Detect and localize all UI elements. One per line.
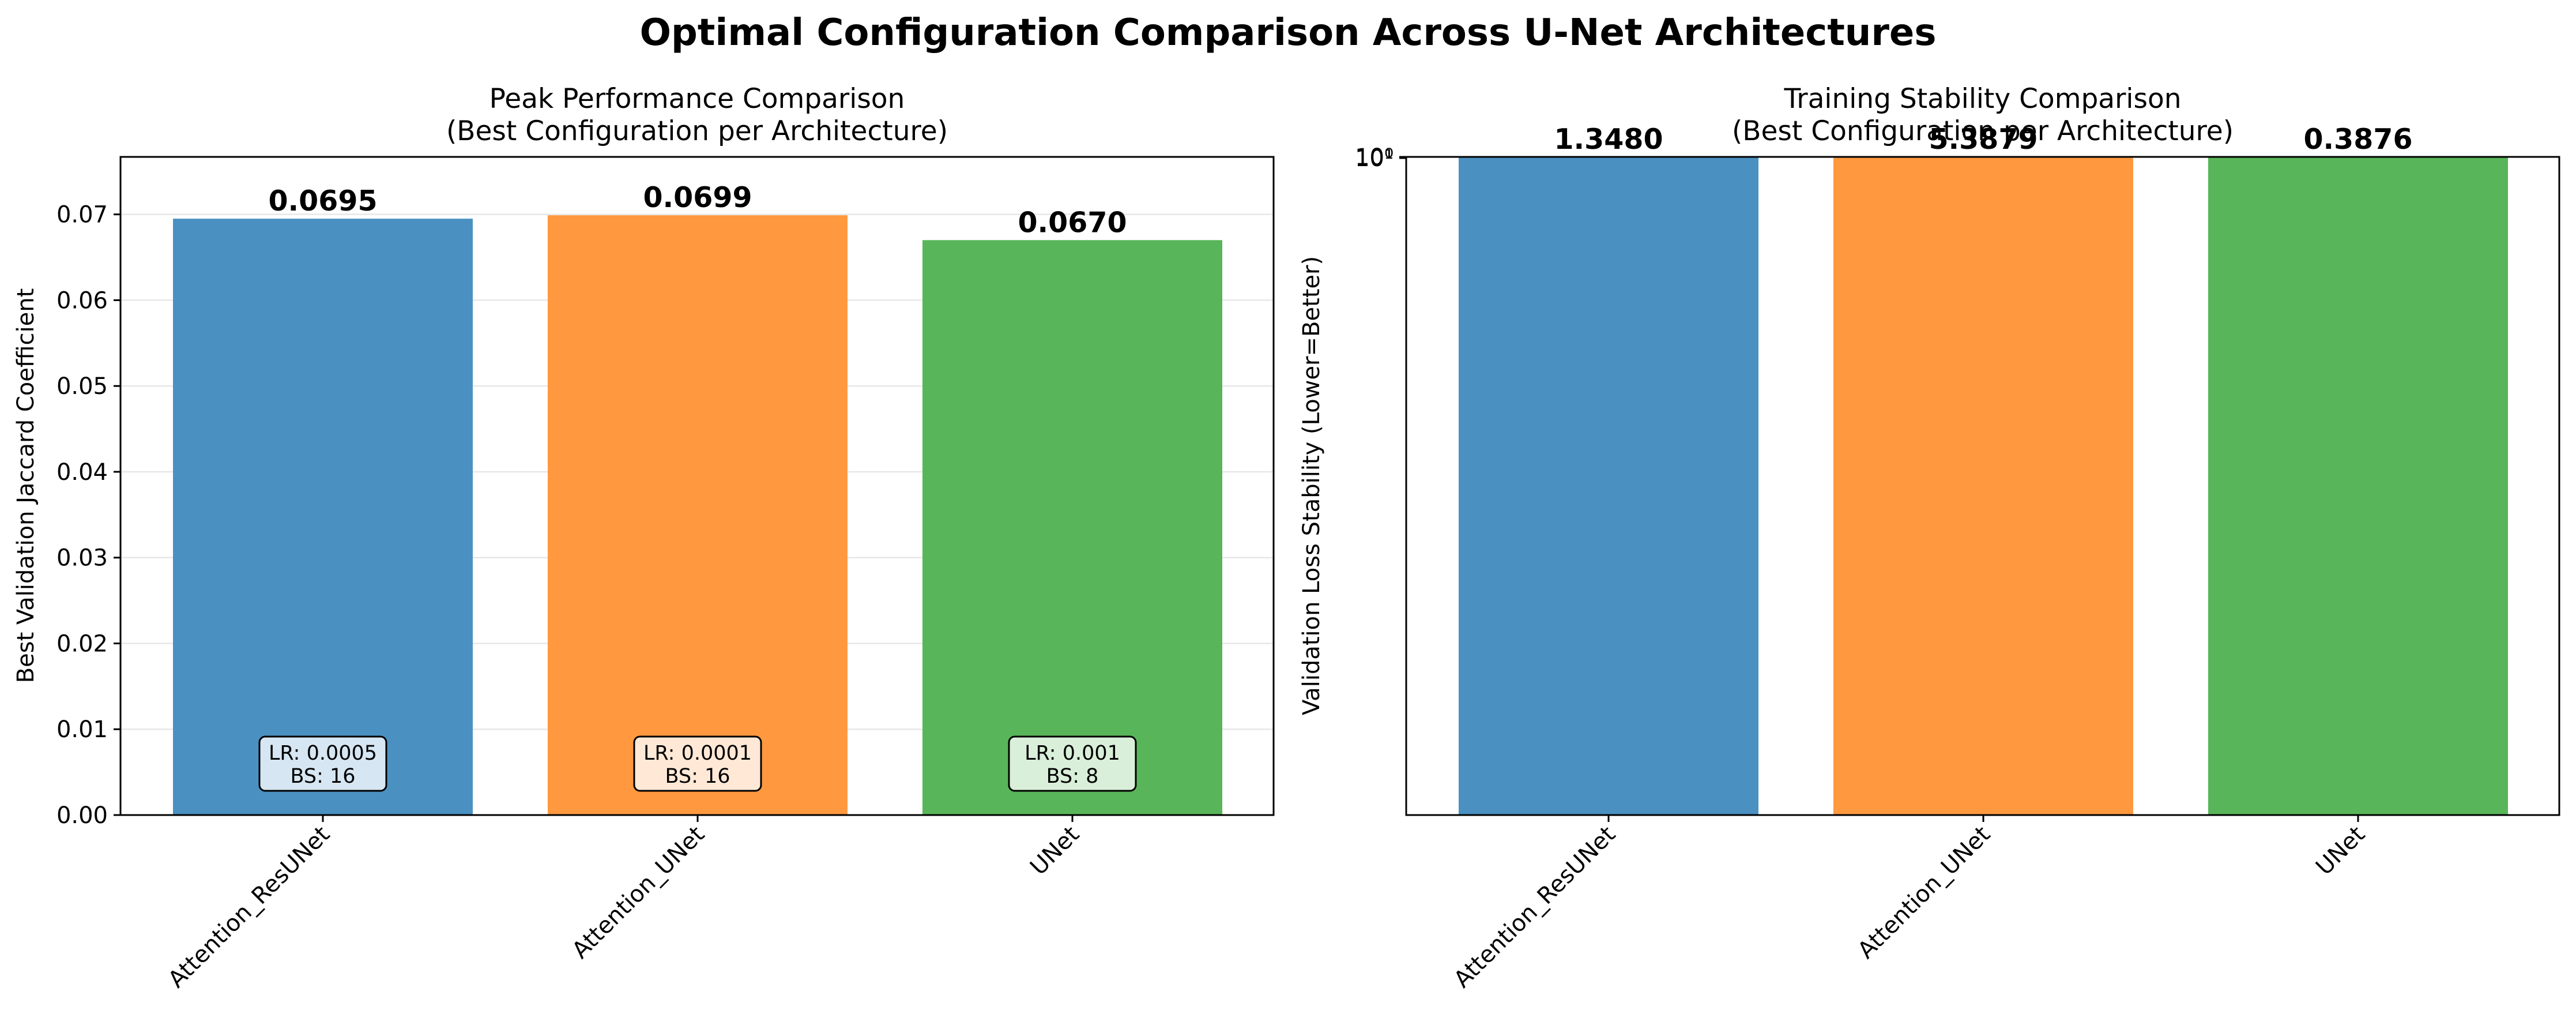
chart-1-y-tick-label: 0.05 bbox=[57, 373, 108, 400]
chart-1-config-bs: BS: 16 bbox=[665, 765, 730, 788]
chart-1-subtitle: (Best Configuration per Architecture) bbox=[446, 115, 948, 147]
chart-1-config-box bbox=[1008, 735, 1137, 792]
chart-2-value-label: 5.3879 bbox=[1929, 123, 2038, 156]
chart-2-value-label: 0.3876 bbox=[2303, 123, 2412, 156]
chart-1-y-tick-label: 0.07 bbox=[57, 202, 108, 228]
chart-1-y-tick-label: 0.06 bbox=[57, 287, 108, 314]
chart-1-config-bs: BS: 16 bbox=[290, 765, 355, 788]
chart-1-bar bbox=[173, 219, 473, 816]
chart-1-config-box bbox=[633, 735, 762, 792]
chart-2-x-tick-label: Attention_UNet bbox=[1853, 821, 1996, 964]
chart-2-bar bbox=[1833, 157, 2133, 815]
chart-2-y-axis-label: Validation Loss Stability (Lower=Better) bbox=[1298, 256, 1325, 715]
chart-2-y-tick-label: 10¹ bbox=[1355, 145, 1394, 172]
chart-1-bars bbox=[173, 215, 1222, 816]
chart-1-bar bbox=[548, 215, 848, 816]
chart-1-config-lr: LR: 0.0001 bbox=[643, 742, 752, 765]
chart-1-title: Peak Performance Comparison bbox=[489, 83, 905, 115]
chart-1-config-lr: LR: 0.001 bbox=[1025, 742, 1120, 765]
chart-2-bar bbox=[2208, 157, 2508, 815]
chart-1-x-tick-label: UNet bbox=[1025, 821, 1084, 881]
chart-1-y-axis-label: Best Validation Jaccard Coefficient bbox=[13, 288, 39, 684]
chart-2-title: Training Stability Comparison bbox=[1783, 83, 2181, 115]
chart-1-y-tick-label: 0.00 bbox=[57, 802, 108, 829]
chart-2-x-tick-label: UNet bbox=[2311, 821, 2370, 881]
chart-2-value-labels: 1.3480 5.3879 0.3876 bbox=[1554, 123, 2412, 156]
chart-1-y-tick-label: 0.02 bbox=[57, 630, 108, 657]
chart-1-x-tick-label: Attention_UNet bbox=[567, 821, 710, 964]
chart-2-subtitle: (Best Configuration per Architecture) bbox=[1732, 115, 2234, 147]
chart-1-y-ticks: 0.00 0.01 0.02 0.03 0.04 0.05 0.06 0.07 bbox=[57, 202, 120, 829]
figure-title: Optimal Configuration Comparison Across … bbox=[640, 12, 1937, 54]
chart-2-value-label: 1.3480 bbox=[1554, 123, 1663, 156]
chart-2-bars bbox=[1459, 157, 2508, 815]
chart-1-y-tick-label: 0.01 bbox=[57, 716, 108, 743]
chart-1-config-bs: BS: 8 bbox=[1046, 765, 1099, 788]
chart-1-x-ticks: Attention_ResUNet Attention_UNet UNet bbox=[163, 815, 1084, 993]
chart-1-bar bbox=[922, 240, 1222, 815]
chart-2-y-tick-label: 10⁰ bbox=[1355, 144, 1394, 171]
chart-1-y-tick-label: 0.04 bbox=[57, 459, 108, 486]
chart-1-value-label: 0.0670 bbox=[1018, 206, 1127, 239]
chart-1-config-lr: LR: 0.0005 bbox=[269, 742, 377, 765]
chart-2-x-ticks: Attention_ResUNet Attention_UNet UNet bbox=[1449, 815, 2370, 993]
chart-training-stability: Validation Loss Stability (Lower=Better)… bbox=[1298, 83, 2560, 993]
chart-peak-performance: Peak Performance Comparison (Best Config… bbox=[13, 83, 1275, 993]
chart-2-x-tick-label: Attention_ResUNet bbox=[1449, 821, 1621, 993]
chart-1-y-tick-label: 0.03 bbox=[57, 545, 108, 572]
chart-1-value-labels: 0.0695 0.0699 0.0670 bbox=[268, 181, 1127, 239]
chart-1-value-label: 0.0699 bbox=[643, 181, 752, 214]
chart-1-config-box bbox=[258, 735, 387, 792]
chart-1-value-label: 0.0695 bbox=[268, 185, 377, 217]
chart-1-x-tick-label: Attention_ResUNet bbox=[163, 821, 335, 993]
chart-2-bar bbox=[1459, 157, 1758, 815]
